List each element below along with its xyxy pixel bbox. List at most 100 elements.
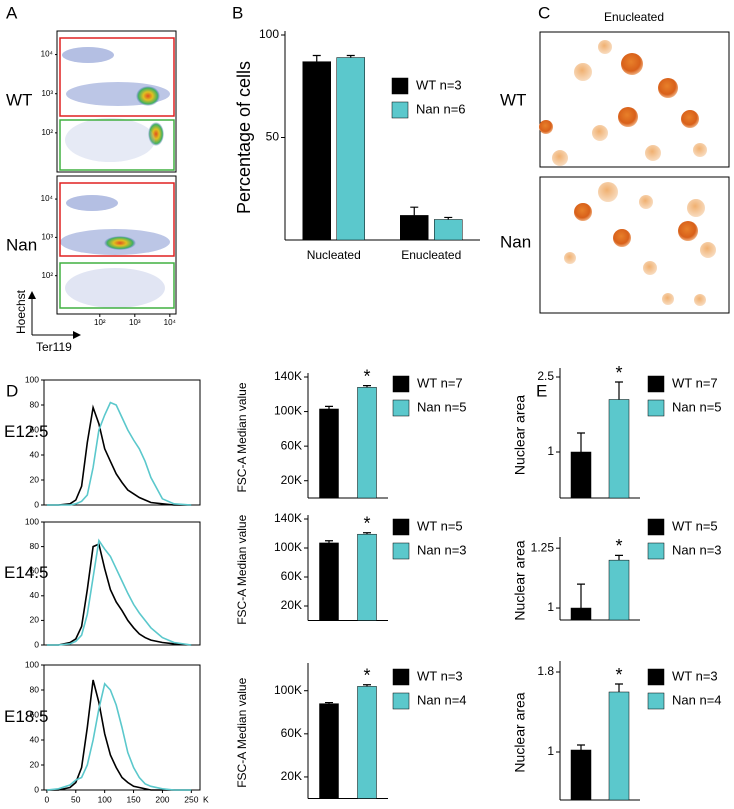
y-tick-label: 10² (41, 128, 53, 137)
y-tick-label: 0 (34, 499, 39, 509)
y-tick-label: 50 (266, 130, 280, 144)
legend-swatch (647, 518, 665, 536)
y-axis-label: Percentage of cells (234, 61, 254, 214)
y-tick-label: 100K (274, 540, 302, 554)
gate (59, 182, 175, 257)
y-tick-label: 20 (30, 615, 40, 625)
cell (598, 182, 618, 202)
y-tick-label: 40 (30, 449, 40, 459)
cell (552, 150, 568, 166)
bar (434, 219, 463, 241)
y-tick-label: 60 (30, 709, 40, 719)
y-tick-label: 1 (547, 600, 554, 614)
row-label: Nan (6, 235, 37, 254)
legend-swatch (647, 668, 665, 686)
annotation: * (363, 666, 370, 686)
y-tick-label: 60 (30, 565, 40, 575)
cell (700, 242, 716, 258)
legend-swatch (647, 399, 665, 417)
legend-label: WT n=3 (672, 668, 718, 683)
gate (59, 119, 175, 171)
error-bar (363, 385, 371, 388)
gate (59, 262, 175, 309)
axis-label: Ter119 (36, 340, 72, 354)
y-tick-label: 20K (281, 769, 302, 783)
error-bar (363, 532, 371, 535)
panel-label: D (6, 381, 18, 400)
cell (643, 261, 657, 275)
y-tick-label: 100 (25, 374, 39, 384)
legend-swatch (647, 542, 665, 560)
y-axis-label: Nuclear area (512, 395, 528, 475)
panel-title: Enucleated (604, 10, 664, 24)
y-tick-label: 60K (281, 569, 302, 583)
y-tick-label: 0 (34, 784, 39, 794)
row-label: E14.5 (4, 563, 48, 582)
y-tick-label: 1.8 (537, 664, 554, 678)
cell-cloud (62, 47, 114, 63)
legend-swatch (647, 692, 665, 710)
legend-label: WT n=7 (417, 375, 463, 390)
y-axis-label: FSC-A Median value (235, 677, 249, 787)
cell-cloud (65, 118, 155, 162)
y-tick-label: 100K (274, 683, 302, 697)
y-tick-label: 10³ (41, 232, 53, 241)
error-bar (325, 405, 333, 409)
y-tick-label: 20K (281, 473, 302, 487)
legend-label: WT n=3 (417, 668, 463, 683)
legend-label: WT n=7 (672, 375, 718, 390)
legend-swatch (392, 668, 410, 686)
legend-swatch (392, 542, 410, 560)
y-tick-label: 20 (30, 759, 40, 769)
cell (639, 195, 653, 209)
x-tick-label: 250 (184, 794, 198, 804)
legend-swatch (647, 375, 665, 393)
error-bar (410, 206, 419, 216)
annotation: * (363, 366, 370, 386)
histogram-line (46, 682, 192, 791)
legend-swatch (392, 518, 410, 536)
x-tick-label: 10⁴ (164, 318, 177, 327)
x-tick-label: 10² (94, 318, 106, 327)
cell-cloud (66, 195, 118, 211)
cell (539, 120, 553, 134)
legend-swatch (391, 77, 409, 95)
legend-swatch (392, 399, 410, 417)
bar (400, 215, 429, 241)
x-tick-label: 150 (126, 794, 140, 804)
x-tick-label: 100 (98, 794, 112, 804)
error-bar (615, 554, 623, 561)
y-tick-label: 100 (259, 27, 279, 41)
y-tick-label: 60K (281, 438, 302, 452)
error-bar (444, 216, 453, 220)
error-bar (615, 683, 623, 692)
error-bar (312, 54, 321, 62)
legend-swatch (392, 692, 410, 710)
error-bar (363, 684, 371, 687)
y-tick-label: 60 (30, 424, 40, 434)
cell (662, 293, 674, 305)
x-tick-label: 200 (155, 794, 169, 804)
y-tick-label: 80 (30, 684, 40, 694)
axis-label: Hoechst (14, 289, 28, 334)
panel-label: B (232, 3, 243, 22)
cell (574, 203, 592, 221)
cell (694, 294, 706, 306)
bar (608, 691, 630, 801)
cell (645, 145, 661, 161)
error-bar (325, 701, 333, 704)
x-tick-label: 0 (45, 794, 50, 804)
histogram-line (46, 404, 192, 506)
legend-label: Nan n=3 (417, 542, 467, 557)
y-tick-label: 10⁴ (41, 50, 54, 59)
error-bar (577, 583, 585, 609)
y-axis-label: Nuclear area (512, 540, 528, 620)
cell (658, 78, 678, 98)
cell-cloud (136, 86, 160, 106)
plot-frame (43, 521, 201, 646)
cell-cloud (148, 122, 164, 146)
y-axis-label: FSC-A Median value (235, 514, 249, 624)
y-tick-label: 10⁴ (41, 194, 54, 203)
y-tick-label: 140K (274, 369, 302, 383)
